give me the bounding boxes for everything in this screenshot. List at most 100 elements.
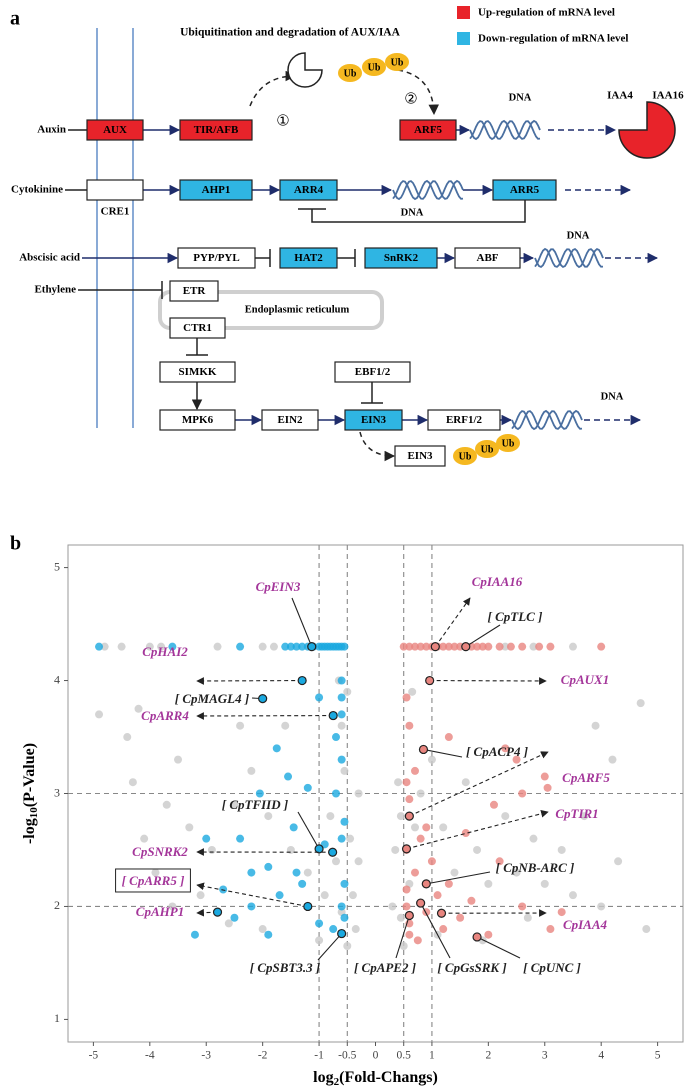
data-point	[289, 823, 298, 832]
annotation-label: [ CpTFIID ]	[222, 797, 288, 812]
data-point	[427, 857, 436, 866]
ub-label: Ub	[502, 438, 515, 449]
data-point	[416, 834, 425, 843]
highlight-point	[328, 710, 338, 721]
data-point	[196, 891, 205, 900]
data-point	[518, 902, 527, 911]
annotation-label: CpTIR1	[555, 806, 598, 821]
dna-helix	[534, 247, 604, 269]
ubiquitin	[496, 434, 520, 452]
annotation-label: CpARF5	[562, 770, 610, 785]
dna-helix	[511, 409, 583, 431]
data-point	[100, 642, 109, 651]
node-box	[179, 119, 253, 141]
node-label: ABF	[477, 252, 499, 264]
data-point	[473, 845, 482, 854]
data-point	[337, 676, 346, 685]
x-tick-label: 0.5	[397, 1050, 412, 1062]
data-point	[540, 772, 549, 781]
data-point	[439, 925, 448, 934]
data-point	[337, 834, 346, 843]
data-point	[264, 812, 273, 821]
x-tick-label: -5	[89, 1050, 99, 1062]
data-point	[224, 919, 233, 928]
x-tick-label: 5	[655, 1050, 661, 1062]
data-point	[535, 642, 544, 651]
annotation-label: [ CpSBT3.3 ]	[250, 960, 320, 975]
data-point	[402, 778, 411, 787]
data-point	[461, 778, 470, 787]
data-point	[427, 755, 436, 764]
x-tick-label: 4	[598, 1050, 604, 1062]
data-point	[286, 642, 295, 651]
data-point	[402, 902, 411, 911]
data-point	[337, 693, 346, 702]
dna-helix	[469, 119, 541, 141]
annotation-label: [ CpMAGL4 ]	[175, 691, 249, 706]
annotation-label: CpAHP1	[136, 904, 184, 919]
axis-title-sub: 10	[28, 807, 40, 819]
annotation-label: CpAUX1	[561, 672, 609, 687]
annotation-leader	[476, 936, 521, 959]
signal-label: Abscisic acid	[19, 252, 80, 264]
data-point	[501, 812, 510, 821]
annotation-label: CpARR4	[141, 708, 189, 723]
data-point	[281, 721, 290, 730]
data-point	[597, 902, 606, 911]
node-label: SnRK2	[384, 252, 419, 264]
data-point	[264, 862, 273, 871]
node-label: AUX	[103, 124, 127, 136]
data-point	[168, 902, 177, 911]
highlight-point	[337, 928, 347, 939]
data-point	[444, 879, 453, 888]
highlight-point	[418, 744, 429, 755]
data-point	[416, 789, 425, 798]
data-point	[145, 642, 154, 651]
data-point	[348, 891, 357, 900]
data-point	[337, 902, 346, 911]
node-label: ARR4	[294, 184, 324, 196]
data-point	[315, 936, 324, 945]
annotation-leader	[297, 811, 320, 850]
highlight-point	[425, 675, 435, 686]
data-point	[529, 834, 538, 843]
step-marker: ②	[404, 91, 417, 107]
node-box	[399, 119, 457, 141]
highlight-point	[430, 642, 440, 652]
highlight-point	[314, 844, 324, 854]
node-box	[279, 179, 338, 201]
data-point	[501, 642, 510, 651]
data-point	[247, 766, 256, 775]
data-point	[269, 642, 278, 651]
annotation-leader	[420, 902, 451, 959]
annotation-label: [ CpUNC ]	[523, 960, 581, 975]
data-point	[315, 919, 324, 928]
data-point	[303, 783, 312, 792]
node-box	[427, 409, 501, 431]
node-box	[169, 317, 226, 339]
data-point	[410, 868, 419, 877]
data-point	[473, 642, 482, 651]
dna-label: DNA	[509, 92, 532, 103]
highlight-point	[436, 908, 447, 918]
x-tick-label: -0.5	[338, 1050, 356, 1062]
node-box	[364, 247, 438, 269]
annotation-label: [ CpNB-ARC ]	[496, 860, 575, 875]
highlight-point	[421, 879, 431, 889]
data-point	[354, 857, 363, 866]
highlight-point	[307, 642, 317, 652]
data-point	[484, 879, 493, 888]
data-point	[185, 823, 194, 832]
data-point	[303, 868, 312, 877]
data-point	[512, 755, 521, 764]
annotation-arrow	[406, 810, 549, 850]
data-point	[292, 868, 301, 877]
node-box	[279, 247, 338, 269]
node-box	[492, 179, 557, 201]
data-point	[495, 857, 504, 866]
data-point	[343, 687, 352, 696]
data-point	[340, 879, 349, 888]
dna-label: DNA	[567, 230, 590, 241]
dashed-curve	[359, 431, 396, 462]
